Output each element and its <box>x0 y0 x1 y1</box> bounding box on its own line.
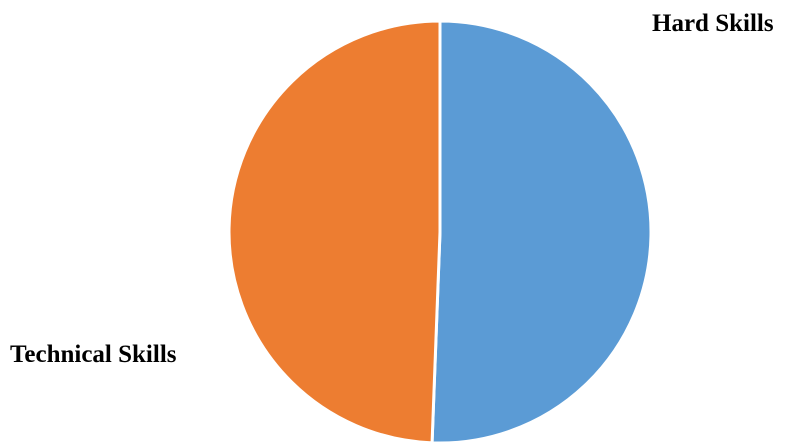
slice-label-hard-skills: Hard Skills <box>652 10 774 37</box>
pie-slice-technical-skills <box>227 19 442 445</box>
slice-label-technical-skills: Technical Skills <box>10 341 177 368</box>
pie-slice-hard-skills <box>430 19 653 445</box>
pie-slices <box>227 19 653 445</box>
